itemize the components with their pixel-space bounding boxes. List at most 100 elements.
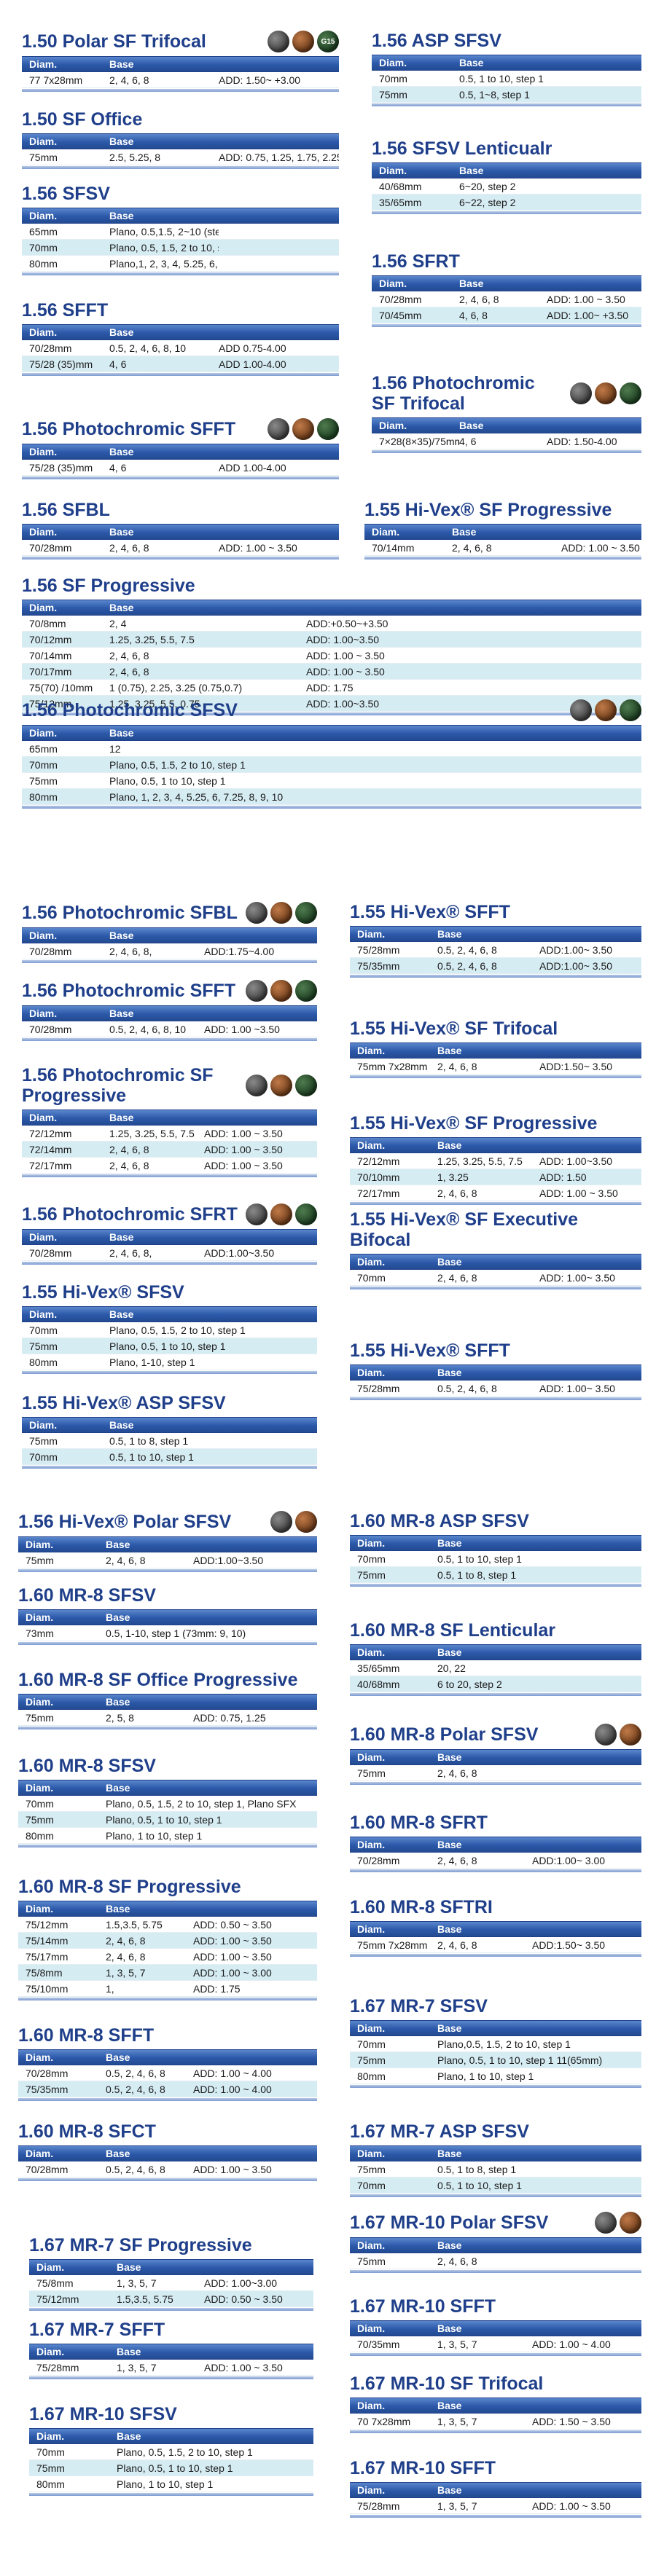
product-section-1-60-mr-8-sfct: 1.60 MR-8 SFCT Diam. Base 70/28mm 0.5, 2, 4,… bbox=[18, 2121, 317, 2181]
base-cell: 0.5, 2, 4, 6, 8 bbox=[106, 2163, 165, 2175]
table-row: 35/65mm 6~22, step 2 bbox=[372, 195, 641, 211]
diam-column-header: Diam. bbox=[29, 1008, 58, 1019]
diam-cell: 35/65mm bbox=[357, 1662, 400, 1674]
spec-table: Diam. Base 70/14mm 2, 4, 6, 8 ADD: 1.00 ~ 3.… bbox=[364, 524, 641, 559]
add-cell: ADD: 1.00 ~ 3.50 bbox=[561, 541, 640, 554]
table-bottom-rule bbox=[22, 806, 641, 809]
table-row: 75mm Plano, 0.5, 1 to 10, step 1 11(65mm) bbox=[350, 2052, 641, 2068]
base-cell: Plano,1, 2, 3, 4, 5.25, 6, 7.25, 8, 9, 1… bbox=[109, 257, 219, 270]
add-cell: ADD: 1.00 ~ 3.50 bbox=[204, 1159, 283, 1171]
table-row: 75mm 0.5, 1~8, step 1 bbox=[372, 87, 641, 103]
table-bottom-rule bbox=[22, 960, 317, 963]
diam-cell: 70mm bbox=[29, 758, 58, 771]
add-cell: ADD:1.50~ 3.50 bbox=[532, 1939, 606, 1951]
base-cell: 2, 4, 6, 8 bbox=[109, 74, 149, 86]
section-title: 1.56 SFBL bbox=[22, 500, 110, 520]
product-section-1-60-mr-8-sfft: 1.60 MR-8 SFFT Diam. Base 70/28mm 0.5, 2, 4,… bbox=[18, 2025, 317, 2101]
section-header: 1.60 MR-8 SFRT bbox=[350, 1813, 641, 1833]
spec-table: Diam. Base 75mm 2.5, 5.25, 8 ADD: 0.75, 1.25… bbox=[22, 133, 339, 169]
spec-table: Diam. Base 75/12mm 1.5,3.5, 5.75 ADD: 0.50 ~… bbox=[18, 1901, 317, 2000]
base-cell: Plano, 0.5, 1.5, 2 to 10, step 1 bbox=[109, 241, 219, 254]
section-title: 1.56 SFSV bbox=[22, 184, 110, 204]
spec-table-header: Diam. Base bbox=[22, 524, 339, 540]
add-cell: ADD: 0.75, 1.25 bbox=[193, 1711, 266, 1724]
table-row: 70/35mm 1, 3, 5, 7 ADD: 1.00 ~ 4.00 bbox=[350, 2336, 641, 2352]
base-cell: 1, 3, 5, 7 bbox=[437, 2500, 477, 2512]
section-header: 1.55 Hi-Vex® SFFT bbox=[350, 1340, 641, 1361]
section-header: 1.56 ASP SFSV bbox=[372, 31, 641, 51]
section-header: 1.56 SFSV Lenticualr bbox=[372, 138, 641, 159]
add-cell: ADD: 1.00~3.50 bbox=[306, 633, 380, 645]
diam-column-header: Diam. bbox=[379, 165, 407, 176]
diam-cell: 70/14mm bbox=[372, 541, 415, 554]
section-title: 1.56 SFSV Lenticualr bbox=[372, 138, 552, 159]
add-cell: ADD: 1.00 ~ 3.50 bbox=[193, 1950, 272, 1963]
base-column-header: Base bbox=[109, 1231, 134, 1243]
spec-table-header: Diam. Base bbox=[372, 417, 641, 433]
table-bottom-rule bbox=[372, 103, 641, 106]
section-header: 1.55 Hi-Vex® SF Progressive bbox=[350, 1113, 641, 1134]
table-row: 80mm Plano, 1 to 10, step 1 bbox=[18, 1828, 317, 1844]
table-row: 75/8mm 1, 3, 5, 7 ADD: 1.00~3.00 bbox=[29, 2275, 313, 2291]
diam-cell: 75mm bbox=[36, 2462, 65, 2474]
product-section-1-56-sfbl: 1.56 SFBL Diam. Base 70/28mm 2, 4, 6, 8 ADD: … bbox=[22, 500, 339, 559]
table-bottom-rule bbox=[372, 324, 641, 327]
add-cell: ADD: 1.00 ~ 4.00 bbox=[193, 2067, 272, 2079]
table-row: 75(70) /10mm 1 (0.75), 2.25, 3.25 (0.75,0… bbox=[22, 680, 641, 696]
spec-table-header: Diam. Base bbox=[18, 2049, 317, 2065]
lens-color-brown-swatch bbox=[620, 2212, 641, 2234]
table-bottom-rule bbox=[350, 2515, 641, 2518]
base-cell: 6 to 20, step 2 bbox=[437, 1678, 502, 1690]
product-section-1-50-sf-office: 1.50 SF Office Diam. Base 75mm 2.5, 5.25, 8 A… bbox=[22, 109, 339, 169]
diam-cell: 70/28mm bbox=[29, 541, 72, 554]
product-section-1-67-mr-7-asp-sfsv: 1.67 MR-7 ASP SFSV Diam. Base 75mm 0.5, 1 to… bbox=[350, 2121, 641, 2197]
diam-column-header: Diam. bbox=[29, 326, 58, 338]
table-row: 65mm Plano, 0.5,1.5, 2~10 (step 1), 12 bbox=[22, 224, 339, 240]
base-cell: 2, 4, 6, 8 bbox=[437, 1187, 477, 1199]
diam-cell: 75/35mm bbox=[26, 2083, 69, 2095]
table-row: 75/28mm 0.5, 2, 4, 6, 8 ADD:1.00~ 3.50 bbox=[350, 942, 641, 958]
diam-column-header: Diam. bbox=[379, 278, 407, 289]
table-row: 75mm 2, 5, 8 ADD: 0.75, 1.25 bbox=[18, 1710, 317, 1726]
spec-table: Diam. Base 70mm 0.5, 1 to 10, step 1 75mm 0.5… bbox=[372, 55, 641, 106]
lens-color-grey-swatch bbox=[246, 980, 268, 1002]
diam-cell: 70/17mm bbox=[29, 665, 72, 678]
add-cell: ADD: 1.00~3.50 bbox=[539, 1155, 613, 1167]
section-title: 1.56 Hi-Vex® Polar SFSV bbox=[18, 1512, 232, 1532]
table-row: 75mm Plano, 0.5, 1 to 10, step 1 bbox=[22, 773, 641, 789]
base-cell: 2, 4, 6, 8 bbox=[437, 2255, 477, 2267]
table-bottom-rule bbox=[350, 2353, 641, 2356]
product-section-1-60-mr-8-sfsv-a: 1.60 MR-8 SFSV Diam. Base 73mm 0.5, 1-10, st… bbox=[18, 1585, 317, 1645]
table-bottom-rule bbox=[350, 975, 641, 978]
section-header: 1.56 SFBL bbox=[22, 500, 339, 520]
section-title: 1.55 Hi-Vex® SF Executive Bifocal bbox=[350, 1209, 579, 1250]
base-cell: 2, 4, 6, 8 bbox=[437, 1060, 477, 1072]
base-column-header: Base bbox=[117, 2346, 141, 2357]
spec-table-header: Diam. Base bbox=[350, 2237, 641, 2253]
table-row: 75mm 2, 4, 6, 8 ADD:1.00~3.50 bbox=[18, 1552, 317, 1568]
diam-cell: 70mm bbox=[29, 241, 58, 254]
base-cell: 2, 4, 6, 8 bbox=[109, 1143, 149, 1155]
diam-cell: 75mm bbox=[357, 2054, 386, 2066]
base-column-header: Base bbox=[437, 2148, 462, 2159]
base-column-header: Base bbox=[437, 2400, 462, 2411]
base-cell: 2, 4, 6, 8 bbox=[437, 1939, 477, 1951]
section-header: 1.56 Photochromic SFFT bbox=[22, 980, 317, 1002]
base-cell: 2, 4, 6, 8 bbox=[109, 665, 149, 678]
section-title: 1.60 MR-8 SF Progressive bbox=[18, 1877, 241, 1897]
diam-column-header: Diam. bbox=[357, 2400, 386, 2411]
base-column-header: Base bbox=[437, 1537, 462, 1549]
section-title: 1.60 MR-8 SFTRI bbox=[350, 1897, 493, 1917]
table-row: 70/28mm 0.5, 2, 4, 6, 8 ADD: 1.00 ~ 3.50 bbox=[18, 2161, 317, 2178]
product-section-1-60-mr-8-polar-sfsv: 1.60 MR-8 Polar SFSV Diam. Base 75mm 2, 4, 6… bbox=[350, 1724, 641, 1785]
product-section-1-60-mr-8-sftri: 1.60 MR-8 SFTRI Diam. Base 75mm 7x28mm 2, 4,… bbox=[350, 1897, 641, 1957]
base-cell: 2, 4, 6, 8 bbox=[109, 1159, 149, 1171]
table-bottom-rule bbox=[22, 1174, 317, 1177]
spec-table-header: Diam. Base bbox=[350, 1837, 641, 1853]
table-row: 70/28mm 2, 4, 6, 8 ADD:1.00~ 3.00 bbox=[350, 1853, 641, 1869]
product-section-1-67-mr-7-sfsv: 1.67 MR-7 SFSV Diam. Base 70mm Plano,0.5, 1.… bbox=[350, 1996, 641, 2088]
diam-cell: 75/8mm bbox=[26, 1966, 63, 1979]
add-cell: ADD: 1.50 ~ 3.50 bbox=[532, 2415, 611, 2427]
diam-cell: 75mm bbox=[357, 2255, 386, 2267]
base-cell: 2, 4, 6, 8 bbox=[452, 541, 492, 554]
